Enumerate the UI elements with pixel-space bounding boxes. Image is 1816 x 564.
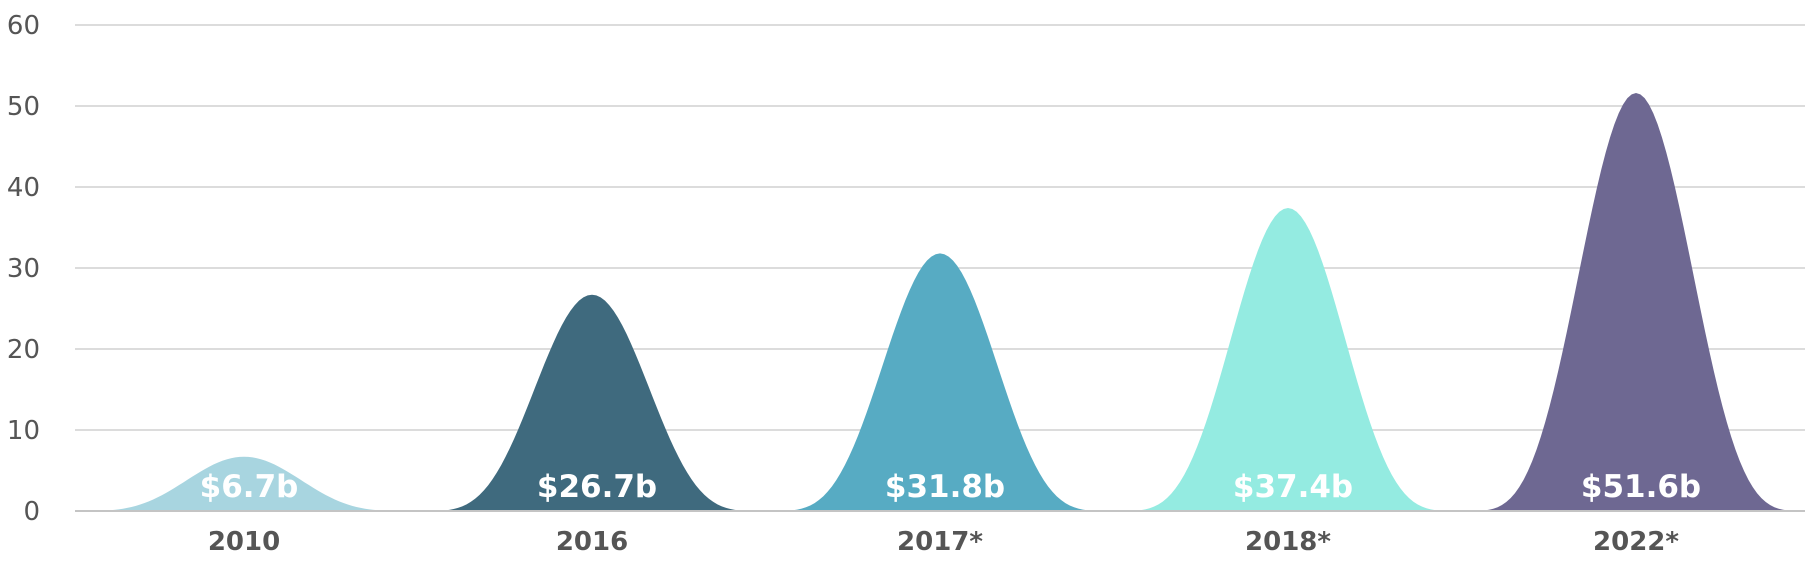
x-tick-label: 2016 bbox=[556, 527, 628, 557]
data-peaks bbox=[71, 93, 1809, 512]
data-label: $31.8b bbox=[885, 469, 1005, 505]
peak-2010 bbox=[71, 456, 417, 511]
peak-2016 bbox=[419, 294, 765, 511]
y-tick-label: 40 bbox=[7, 173, 40, 203]
peak-2022 bbox=[1463, 93, 1809, 511]
y-tick-label: 30 bbox=[7, 254, 40, 284]
x-tick-label: 2017* bbox=[897, 527, 983, 557]
data-label: $26.7b bbox=[537, 469, 657, 505]
x-tick-label: 2018* bbox=[1245, 527, 1331, 557]
peak-2017 bbox=[767, 253, 1113, 512]
x-tick-label: 2010 bbox=[208, 527, 280, 557]
data-label: $51.6b bbox=[1581, 469, 1701, 505]
y-tick-label: 50 bbox=[7, 92, 40, 122]
y-tick-label: 20 bbox=[7, 335, 40, 365]
x-tick-label: 2022* bbox=[1593, 527, 1679, 557]
peak-2018 bbox=[1115, 208, 1461, 511]
data-labels: $6.7b $26.7b $31.8b $37.4b $51.6b bbox=[200, 469, 1701, 505]
y-tick-label: 0 bbox=[23, 497, 40, 527]
y-tick-label: 60 bbox=[7, 11, 40, 41]
x-axis-tick-labels: 2010 2016 2017* 2018* 2022* bbox=[208, 527, 1680, 557]
y-axis-tick-labels: 0 10 20 30 40 50 60 bbox=[7, 11, 40, 527]
data-label: $6.7b bbox=[200, 469, 299, 505]
data-label: $37.4b bbox=[1233, 469, 1353, 505]
y-tick-label: 10 bbox=[7, 416, 40, 446]
